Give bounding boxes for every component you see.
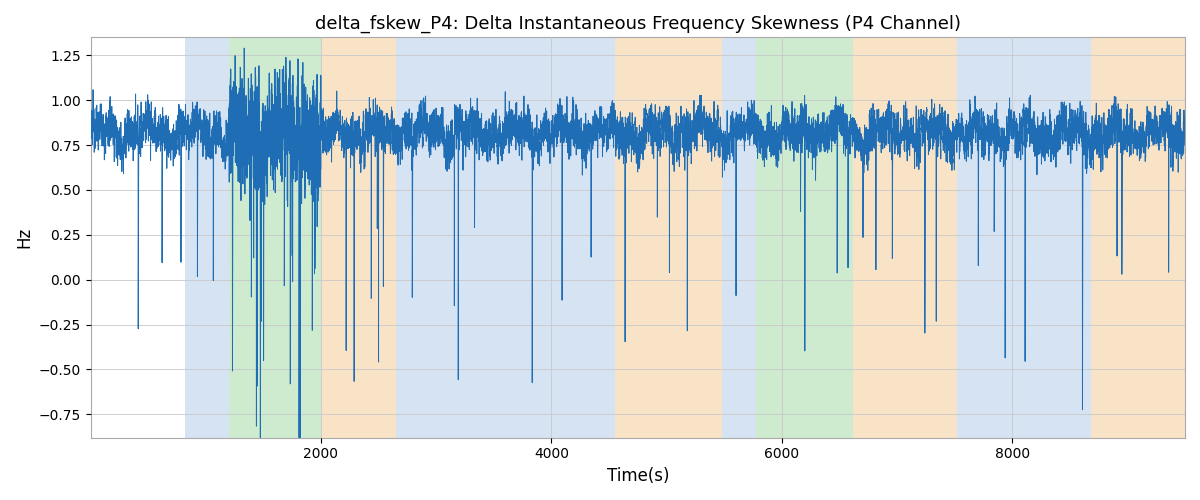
- Bar: [614, 38, 722, 438]
- Bar: [722, 38, 756, 438]
- Bar: [185, 38, 229, 438]
- Bar: [1091, 38, 1186, 438]
- Bar: [853, 38, 956, 438]
- X-axis label: Time(s): Time(s): [606, 467, 670, 485]
- Title: delta_fskew_P4: Delta Instantaneous Frequency Skewness (P4 Channel): delta_fskew_P4: Delta Instantaneous Freq…: [314, 15, 961, 34]
- Bar: [396, 38, 614, 438]
- Bar: [229, 38, 320, 438]
- Bar: [956, 38, 1091, 438]
- Y-axis label: Hz: Hz: [14, 227, 32, 248]
- Bar: [320, 38, 396, 438]
- Bar: [756, 38, 853, 438]
